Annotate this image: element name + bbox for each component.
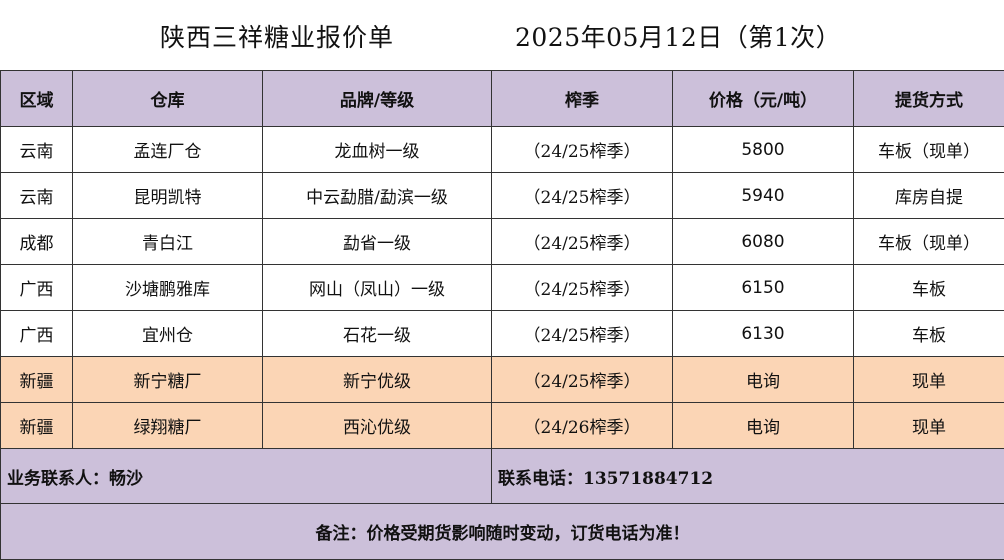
contact-row: 业务联系人：畅沙 联系电话：13571884712 — [1, 449, 1004, 504]
cell-price: 5940 — [673, 173, 854, 219]
table-row: 新疆 新宁糖厂 新宁优级 （24/25榨季） 电询 现单 — [1, 357, 1004, 403]
cell-warehouse: 孟连厂仓 — [73, 127, 263, 173]
cell-region: 新疆 — [1, 357, 73, 403]
header-brand: 品牌/等级 — [263, 71, 492, 127]
table-row: 云南 昆明凯特 中云勐腊/勐滨一级 （24/25榨季） 5940 库房自提 — [1, 173, 1004, 219]
contact-person: 业务联系人：畅沙 — [1, 449, 492, 504]
table-row: 新疆 绿翔糖厂 西沁优级 （24/26榨季） 电询 现单 — [1, 403, 1004, 449]
header-warehouse: 仓库 — [73, 71, 263, 127]
cell-region: 云南 — [1, 127, 73, 173]
cell-season: （24/25榨季） — [492, 127, 673, 173]
cell-region: 广西 — [1, 265, 73, 311]
cell-region: 云南 — [1, 173, 73, 219]
cell-brand: 勐省一级 — [263, 219, 492, 265]
cell-warehouse: 绿翔糖厂 — [73, 403, 263, 449]
contact-phone: 联系电话：13571884712 — [492, 449, 1004, 504]
header-region: 区域 — [1, 71, 73, 127]
cell-brand: 石花一级 — [263, 311, 492, 357]
cell-season: （24/25榨季） — [492, 357, 673, 403]
cell-brand: 新宁优级 — [263, 357, 492, 403]
note-row: 备注：价格受期货影响随时变动，订货电话为准！ — [1, 504, 1004, 560]
cell-price: 电询 — [673, 403, 854, 449]
cell-season: （24/25榨季） — [492, 173, 673, 219]
header-row: 区域 仓库 品牌/等级 榨季 价格（元/吨） 提货方式 — [1, 71, 1004, 127]
table-row: 广西 宜州仓 石花一级 （24/25榨季） 6130 车板 — [1, 311, 1004, 357]
title-bar: 陕西三祥糖业报价单 2025年05月12日（第1次） — [0, 0, 1004, 70]
cell-warehouse: 昆明凯特 — [73, 173, 263, 219]
cell-warehouse: 青白江 — [73, 219, 263, 265]
sheet-title: 陕西三祥糖业报价单 — [160, 18, 394, 54]
cell-delivery: 车板 — [854, 311, 1004, 357]
cell-season: （24/25榨季） — [492, 265, 673, 311]
cell-price: 6150 — [673, 265, 854, 311]
cell-brand: 中云勐腊/勐滨一级 — [263, 173, 492, 219]
cell-delivery: 车板（现单） — [854, 219, 1004, 265]
header-delivery: 提货方式 — [854, 71, 1004, 127]
cell-brand: 网山（凤山）一级 — [263, 265, 492, 311]
table-row: 云南 孟连厂仓 龙血树一级 （24/25榨季） 5800 车板（现单） — [1, 127, 1004, 173]
price-table: 区域 仓库 品牌/等级 榨季 价格（元/吨） 提货方式 云南 孟连厂仓 龙血树一… — [0, 70, 1004, 560]
cell-price: 6130 — [673, 311, 854, 357]
header-season: 榨季 — [492, 71, 673, 127]
cell-delivery: 车板 — [854, 265, 1004, 311]
cell-price: 6080 — [673, 219, 854, 265]
cell-region: 新疆 — [1, 403, 73, 449]
sheet-date: 2025年05月12日（第1次） — [515, 18, 841, 54]
cell-warehouse: 沙塘鹏雅库 — [73, 265, 263, 311]
cell-season: （24/25榨季） — [492, 219, 673, 265]
cell-warehouse: 宜州仓 — [73, 311, 263, 357]
cell-season: （24/26榨季） — [492, 403, 673, 449]
cell-price: 电询 — [673, 357, 854, 403]
cell-delivery: 现单 — [854, 357, 1004, 403]
cell-region: 广西 — [1, 311, 73, 357]
header-price: 价格（元/吨） — [673, 71, 854, 127]
cell-delivery: 现单 — [854, 403, 1004, 449]
cell-delivery: 库房自提 — [854, 173, 1004, 219]
table-row: 广西 沙塘鹏雅库 网山（凤山）一级 （24/25榨季） 6150 车板 — [1, 265, 1004, 311]
cell-brand: 西沁优级 — [263, 403, 492, 449]
cell-season: （24/25榨季） — [492, 311, 673, 357]
cell-warehouse: 新宁糖厂 — [73, 357, 263, 403]
cell-price: 5800 — [673, 127, 854, 173]
cell-region: 成都 — [1, 219, 73, 265]
cell-brand: 龙血树一级 — [263, 127, 492, 173]
cell-delivery: 车板（现单） — [854, 127, 1004, 173]
table-row: 成都 青白江 勐省一级 （24/25榨季） 6080 车板（现单） — [1, 219, 1004, 265]
remark-note: 备注：价格受期货影响随时变动，订货电话为准！ — [1, 504, 1004, 560]
